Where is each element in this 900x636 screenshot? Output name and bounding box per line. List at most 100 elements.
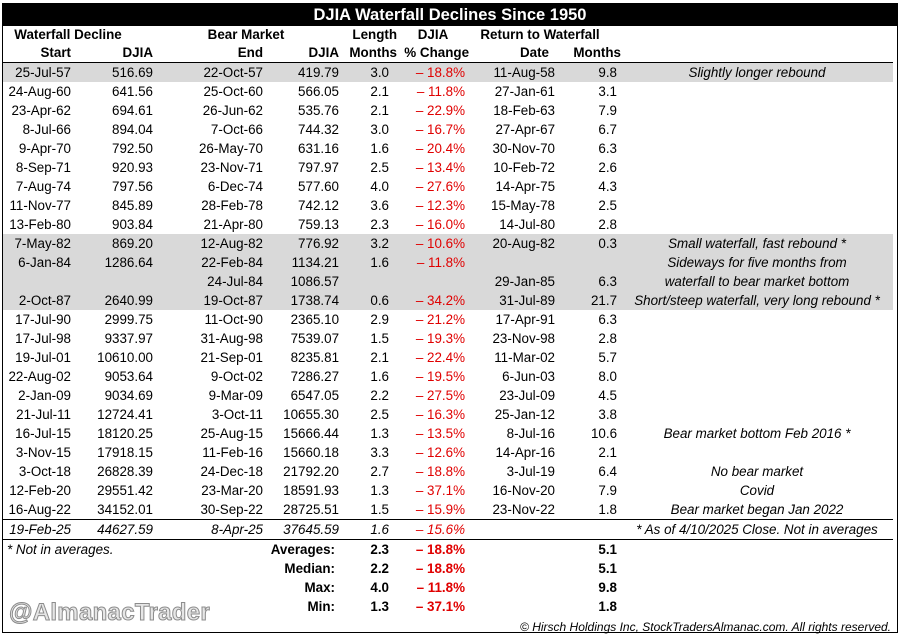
cell-note [621, 215, 893, 234]
cell-start-date: 7-Aug-74 [15, 179, 71, 194]
cell-start-date: 6-Jan-84 [3, 253, 71, 272]
cell-pct-change: – 18.8% [415, 464, 466, 479]
cell-note: Sideways for five months from [621, 253, 894, 272]
cell-end-date: 26-May-70 [198, 141, 263, 156]
cell-pct-change: – 11.8% [416, 84, 466, 99]
cell-djia-end: 21792.20 [283, 464, 340, 479]
cell-start-date [3, 272, 71, 291]
table-row: 16-Jul-15 18120.25 25-Aug-15 15666.44 1.3 – 1… [3, 424, 893, 443]
cell-end-date: 26-Jun-62 [202, 103, 263, 118]
cell-note [621, 329, 893, 348]
cell-length-months: 1.5 [370, 331, 390, 346]
summary-label-text: Max: [304, 580, 336, 595]
cell-pct-change: – 37.1% [415, 483, 466, 498]
cell-djia-end: 776.92 [263, 234, 340, 253]
cell-djia-start: 516.69 [71, 62, 153, 82]
cell-length-months: 2.1 [370, 84, 390, 99]
table-row: 11-Nov-77 845.89 28-Feb-78 742.12 3.6 – 12.3%… [3, 196, 893, 215]
cell-note [621, 196, 893, 215]
cell-return-months: 8.0 [598, 369, 618, 384]
table-row: 2-Jan-09 9034.69 9-Mar-09 6547.05 2.2 – 27.5%… [3, 386, 893, 405]
cell-start-date: 19-Feb-25 [3, 519, 71, 540]
cell-return-months: 6.3 [598, 312, 618, 327]
cell-djia-start: 894.04 [112, 122, 153, 137]
table-row: 16-Aug-22 34152.01 30-Sep-22 28725.51 1.5 – 1… [3, 500, 893, 520]
cell-djia-start [71, 272, 153, 291]
cell-djia-end: 535.76 [298, 103, 340, 118]
cell-end-date: 23-Mar-20 [201, 483, 263, 498]
table-row: 25-Jul-57 516.69 22-Oct-57 419.79 3.0– 18.8%… [3, 62, 894, 82]
cell-djia-start: 797.56 [112, 179, 153, 194]
cell-start-date: 21-Jul-11 [16, 407, 71, 422]
cell-length-months: 2.1 [370, 103, 390, 118]
cell-return-date: 14-Apr-16 [495, 445, 556, 460]
cell-djia-end: 7539.07 [290, 331, 340, 346]
cell-end-date: 24-Dec-18 [200, 464, 263, 479]
cell-return-months: 4.3 [598, 179, 618, 194]
cell-return-date: 16-Nov-20 [492, 483, 556, 498]
header-djia-start: DJIA [122, 45, 153, 60]
cell-djia-start: 44627.59 [71, 519, 153, 540]
summary-length: 1.3 [370, 599, 390, 614]
cell-pct-change: – 15.9% [415, 502, 466, 517]
cell-djia-start: 17918.15 [97, 445, 153, 460]
cell-end-date: 24-Jul-84 [153, 272, 263, 291]
cell-pct-change: – 27.6% [415, 179, 466, 194]
header-start: Start [40, 45, 71, 60]
cell-start-date: 3-Nov-15 [15, 445, 71, 460]
cell-return-date: 30-Nov-70 [492, 141, 556, 156]
header-djia-change: DJIA [417, 27, 449, 42]
table-row: 3-Nov-15 17918.15 11-Feb-16 15660.18 3.3 – 12… [3, 443, 893, 462]
cell-return-months: 6.7 [598, 122, 618, 137]
cell-start-date: 17-Jul-98 [15, 331, 71, 346]
cell-note [621, 348, 893, 367]
summary-label: Averages: 2.3 [271, 539, 398, 559]
waterfall-table: Waterfall Decline Bear Market Length DJI… [3, 26, 894, 616]
copyright-notice: © Hirsch Holdings Inc, StockTradersAlman… [520, 620, 891, 634]
cell-djia-start: 869.20 [71, 234, 153, 253]
cell-end-date: 11-Feb-16 [202, 445, 263, 460]
table-row: 9-Apr-70 792.50 26-May-70 631.16 1.6 – 20.4% 3… [3, 139, 893, 158]
summary-months: 5.1 [569, 539, 622, 559]
cell-return-date: 8-Jul-16 [506, 426, 556, 441]
cell-djia-start: 26828.39 [97, 464, 153, 479]
summary-row: Median: 2.2 – 18.8% 5.1 [3, 559, 893, 578]
cell-djia-end: 759.13 [298, 217, 340, 232]
cell-start-date: 23-Apr-62 [11, 103, 71, 118]
cell-return-months: 6.3 [598, 141, 618, 156]
cell-length-months: 3.0 [370, 122, 390, 137]
cell-djia-end: 742.12 [298, 198, 340, 213]
cell-start-date: 7-May-82 [3, 234, 71, 253]
cell-djia-end: 744.32 [298, 122, 340, 137]
table-row: 2-Oct-87 2640.99 19-Oct-87 1738.74 0.6– 34.2… [3, 291, 894, 310]
cell-length-months: 1.6 [339, 519, 398, 540]
cell-djia-start: 792.50 [112, 141, 153, 156]
cell-length-months: 2.5 [370, 407, 390, 422]
cell-end-date: 23-Nov-71 [200, 160, 263, 175]
cell-length-months: 1.6 [370, 141, 390, 156]
cell-length-months: 3.2 [339, 234, 398, 253]
summary-label-text: Averages: [270, 542, 336, 557]
header-length: Length [352, 27, 398, 42]
summary-months: 1.8 [598, 599, 618, 614]
table-row: 21-Jul-11 12724.41 3-Oct-11 10655.30 2.5 – 16… [3, 405, 893, 424]
cell-return-date: 23-Nov-98 [492, 331, 556, 346]
cell-pct-change: – 19.3% [415, 331, 466, 346]
table-row: 23-Apr-62 694.61 26-Jun-62 535.76 2.1 – 22.9%… [3, 101, 893, 120]
cell-return-months: 3.1 [598, 84, 618, 99]
summary-label-text: Median: [284, 561, 336, 576]
cell-return-months [569, 519, 622, 540]
cell-return-date: 11-Aug-58 [469, 62, 570, 82]
cell-return-date: 27-Apr-67 [495, 122, 556, 137]
cell-return-date: 18-Feb-63 [493, 103, 556, 118]
cell-end-date: 22-Oct-57 [153, 62, 263, 82]
cell-return-months: 2.1 [598, 445, 618, 460]
table-row: 17-Jul-98 9337.97 31-Aug-98 7539.07 1.5 – 19.… [3, 329, 893, 348]
header-bear-market: Bear Market [207, 27, 285, 42]
cell-end-date: 25-Oct-60 [203, 84, 263, 99]
cell-djia-start: 920.93 [112, 160, 153, 175]
table-row: 17-Jul-90 2999.75 11-Oct-90 2365.10 2.9 – 21.… [3, 310, 893, 329]
table-row: 12-Feb-20 29551.42 23-Mar-20 18591.93 1.3 – 3… [3, 481, 893, 500]
cell-return-date: 29-Jan-85 [469, 272, 570, 291]
cell-note [621, 139, 893, 158]
